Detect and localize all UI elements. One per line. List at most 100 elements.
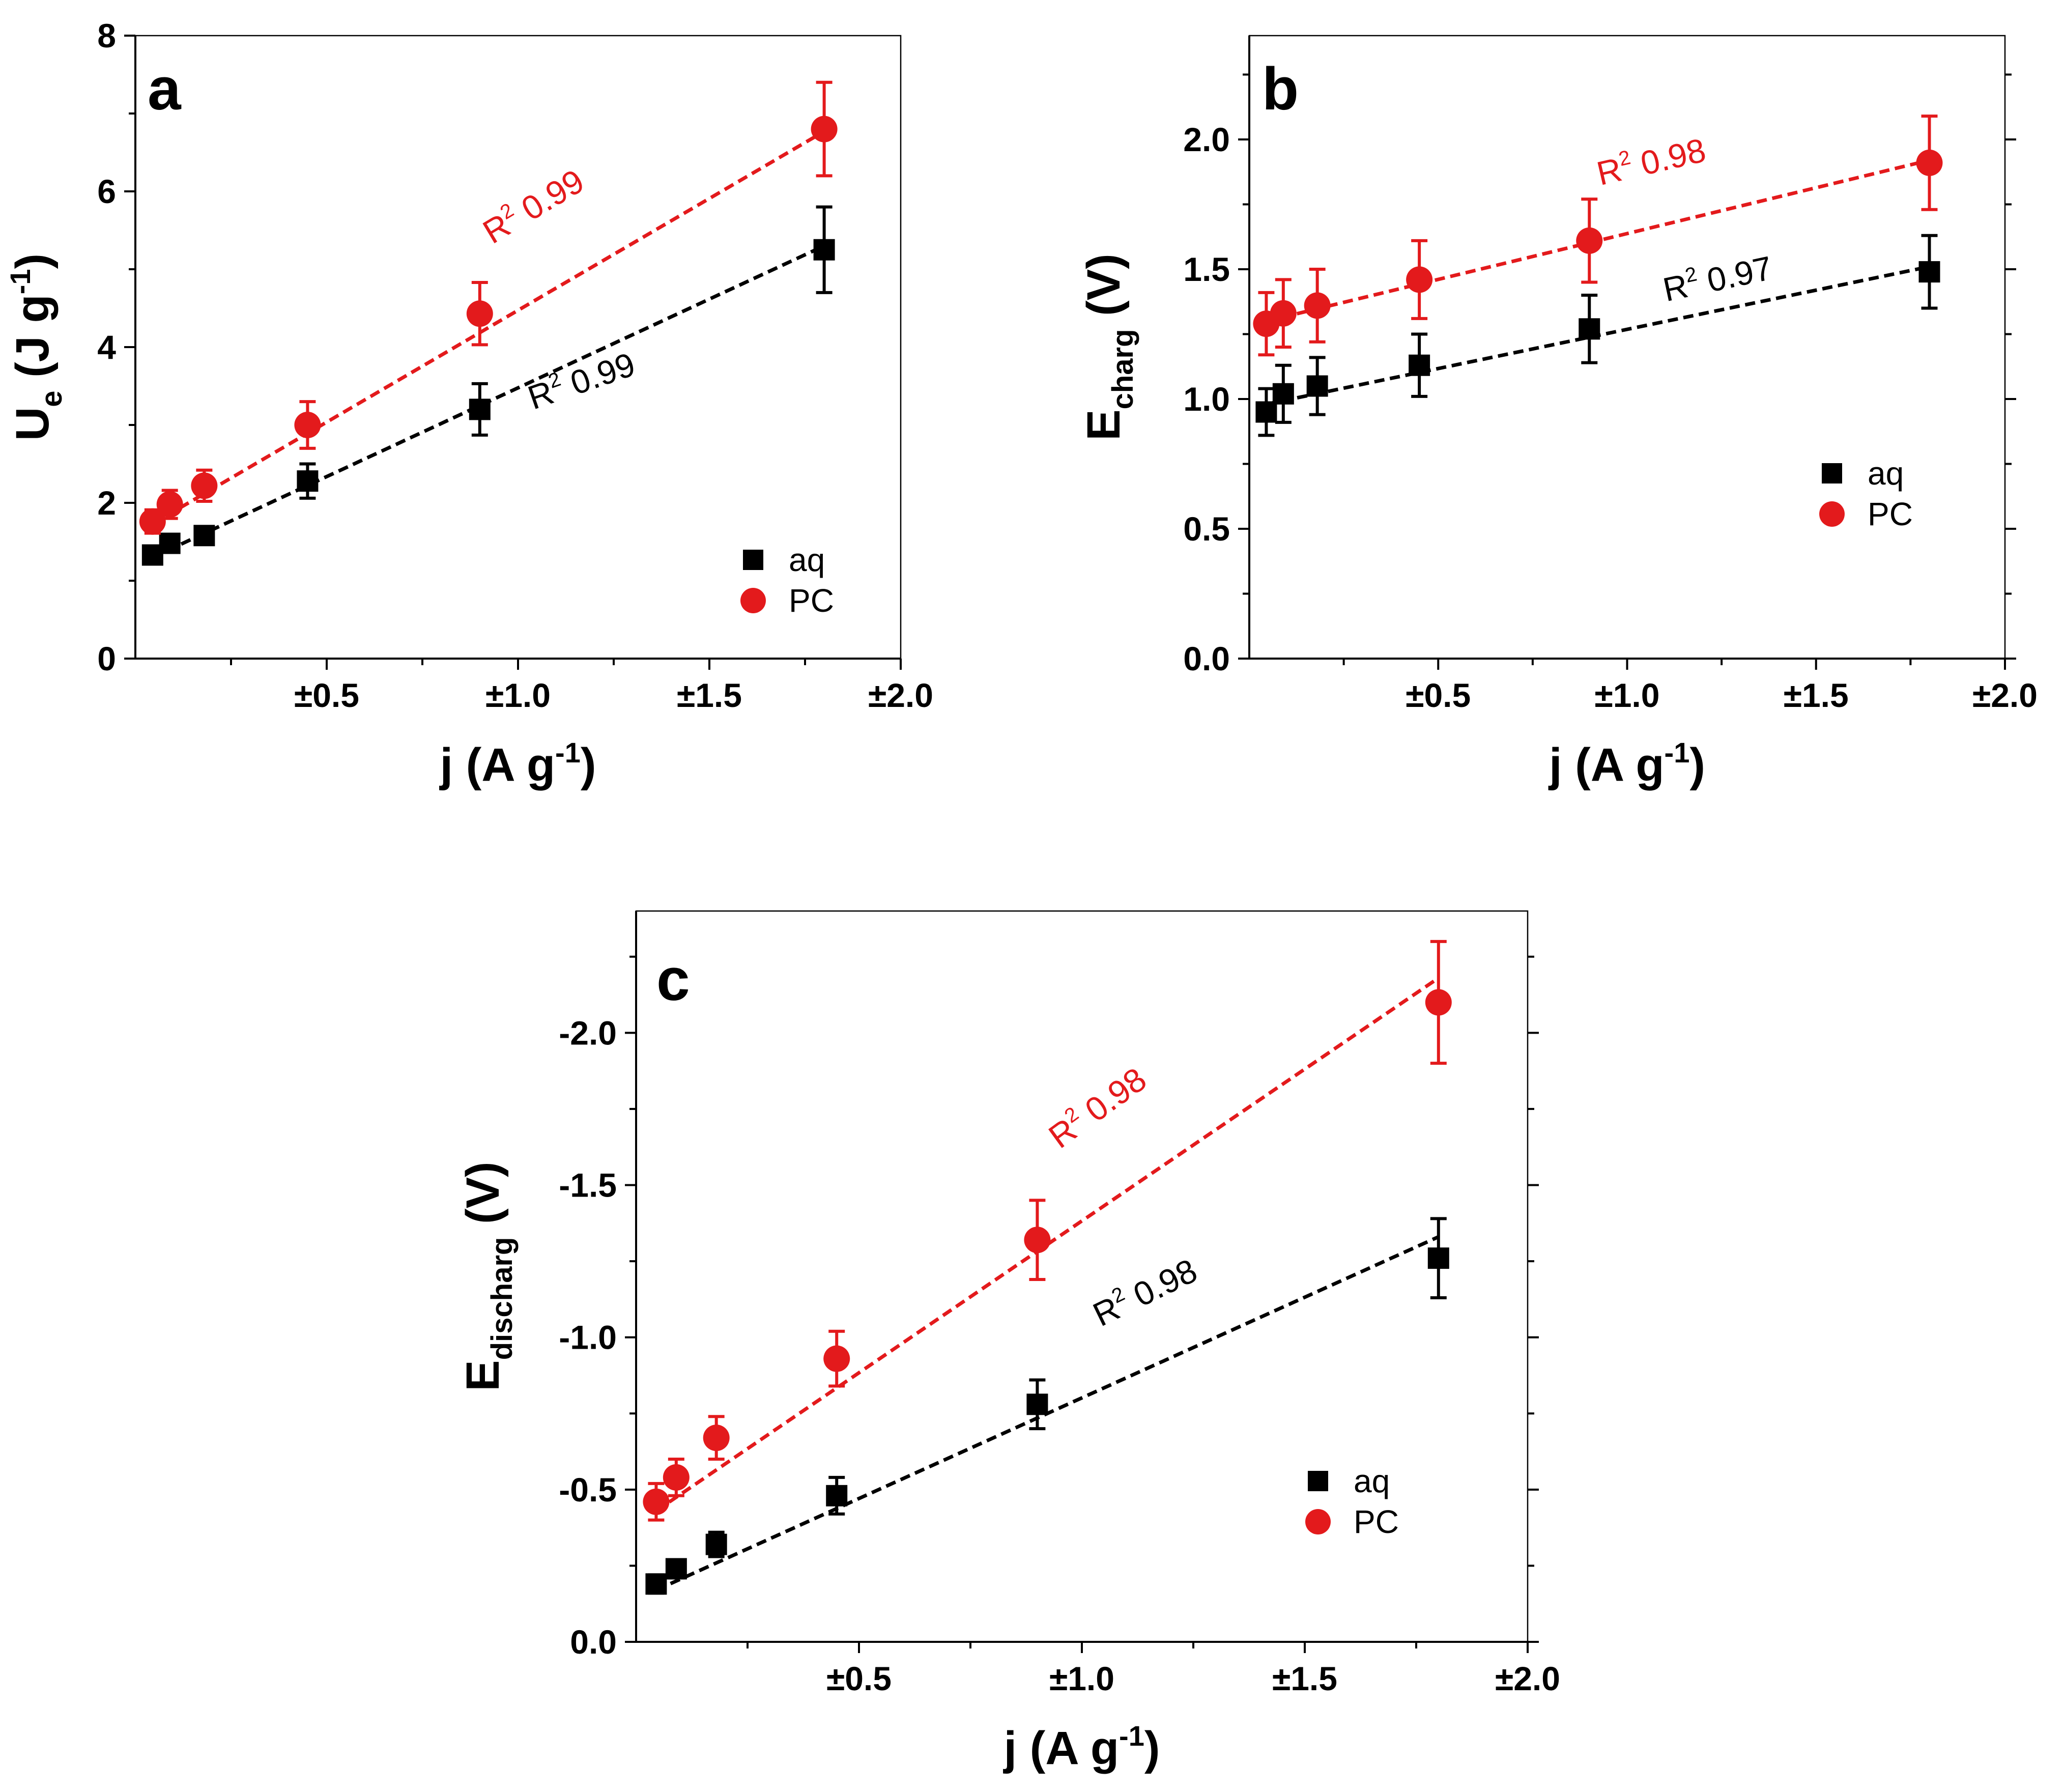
- y-tick-label: -1.5: [559, 1167, 617, 1204]
- legend-label-aq: aq: [1354, 1463, 1390, 1499]
- y-tick-label: 8: [97, 17, 116, 54]
- data-point-aq: [469, 399, 491, 420]
- x-tick-label: ±1.0: [1049, 1660, 1114, 1697]
- x-tick-label: ±1.0: [485, 676, 551, 714]
- y-tick-label: 0: [97, 640, 116, 677]
- legend-marker-aq: [1308, 1471, 1328, 1491]
- data-point-PC: [1024, 1227, 1051, 1254]
- data-point-aq: [1579, 318, 1600, 340]
- r2-annotation-aq: R2 0.99: [523, 344, 640, 416]
- data-point-PC: [1425, 989, 1452, 1016]
- legend-label-aq: aq: [789, 542, 825, 578]
- data-point-aq: [645, 1573, 667, 1595]
- y-axis-title: Echarg (V): [1078, 253, 1139, 441]
- y-tick-label: -2.0: [559, 1014, 617, 1051]
- panel-letter: c: [656, 946, 690, 1013]
- chart-panel-a: ±0.5 ±1.0 ±1.5 ±2.0 0 2 4 6 8 j (A g-1) Ue (J g-1)…: [4, 17, 933, 791]
- data-point-PC: [1406, 266, 1433, 293]
- data-point-PC: [156, 491, 183, 518]
- data-point-PC: [1304, 292, 1331, 319]
- data-point-PC: [823, 1345, 850, 1372]
- series-PC: R2 0.99: [139, 80, 838, 535]
- data-point-aq: [193, 525, 215, 547]
- x-axis-title: j (A g-1): [439, 736, 596, 791]
- plot-frame: [1248, 35, 2006, 660]
- x-axis-title: j (A g-1): [1003, 1720, 1160, 1774]
- data-point-aq: [1918, 261, 1940, 283]
- data-point-aq: [1272, 383, 1294, 405]
- data-point-aq: [1409, 354, 1430, 376]
- panel-letter: a: [148, 55, 182, 123]
- data-point-PC: [294, 412, 321, 438]
- legend: aq PC: [740, 542, 834, 619]
- data-point-aq: [705, 1533, 727, 1555]
- data-point-PC: [811, 116, 838, 143]
- data-point-aq: [1255, 401, 1277, 423]
- x-tick-label: ±1.5: [677, 676, 742, 714]
- r2-annotation-aq: R2 0.98: [1086, 1250, 1203, 1333]
- y-tick-label: 0.0: [1183, 640, 1230, 677]
- data-point-aq: [826, 1485, 848, 1506]
- x-tick-label: ±2.0: [868, 676, 933, 714]
- x-tick-label: ±0.5: [294, 676, 359, 714]
- legend-label-PC: PC: [789, 582, 834, 619]
- data-point-aq: [665, 1558, 687, 1580]
- y-tick-label: 0.0: [570, 1623, 617, 1661]
- legend-label-aq: aq: [1868, 455, 1904, 492]
- y-axis-title: Ue (J g-1): [4, 253, 68, 441]
- y-tick-label: -1.0: [559, 1319, 617, 1356]
- data-point-PC: [643, 1488, 670, 1515]
- r2-annotation-PC: R2 0.99: [476, 160, 590, 251]
- x-tick-label: ±2.0: [1495, 1660, 1560, 1697]
- fit-line-PC: [152, 130, 825, 526]
- y-tick-label: 4: [97, 328, 116, 366]
- y-tick-label: 2.0: [1183, 121, 1230, 158]
- panel-letter: b: [1262, 55, 1299, 123]
- x-axis-title: j (A g-1): [1548, 736, 1705, 791]
- y-tick-label: -0.5: [559, 1471, 617, 1509]
- data-point-PC: [663, 1464, 690, 1491]
- data-point-aq: [1026, 1393, 1048, 1415]
- y-tick-label: 0.5: [1183, 510, 1230, 548]
- x-tick-label: ±1.5: [1272, 1660, 1337, 1697]
- y-axis-title: Edischarg (V): [457, 1161, 519, 1391]
- legend: aq PC: [1305, 1463, 1399, 1540]
- data-point-PC: [139, 508, 166, 535]
- legend-label-PC: PC: [1354, 1503, 1399, 1540]
- data-point-aq: [159, 532, 181, 554]
- data-point-aq: [813, 239, 835, 261]
- y-tick-label: 2: [97, 484, 116, 522]
- legend-label-PC: PC: [1868, 496, 1913, 532]
- legend-marker-PC: [740, 588, 766, 613]
- series-aq: R2 0.98: [645, 1217, 1449, 1595]
- y-tick-label: 1.0: [1183, 380, 1230, 418]
- data-point-PC: [466, 300, 493, 327]
- x-tick-label: ±0.5: [1406, 676, 1471, 714]
- r2-annotation-PC: R2 0.98: [1041, 1059, 1153, 1155]
- data-point-PC: [1576, 227, 1603, 254]
- legend-marker-PC: [1305, 1509, 1331, 1534]
- data-point-PC: [1916, 149, 1943, 176]
- series-aq: R2 0.99: [141, 205, 835, 566]
- y-tick-label: 6: [97, 173, 116, 210]
- data-point-aq: [1306, 375, 1328, 397]
- plot-frame: [134, 35, 902, 660]
- data-point-PC: [1270, 300, 1297, 327]
- x-tick-label: ±0.5: [826, 1660, 892, 1697]
- x-tick-label: ±1.5: [1784, 676, 1849, 714]
- chart-panel-b: ±0.5 ±1.0 ±1.5 ±2.0 0.0 0.5 1.0 1.5 2.0 j (A g-1)…: [1078, 35, 2038, 791]
- x-tick-label: ±1.0: [1595, 676, 1660, 714]
- y-tick-label: 1.5: [1183, 250, 1230, 288]
- x-tick-label: ±2.0: [1972, 676, 2038, 714]
- r2-annotation-PC: R2 0.98: [1593, 129, 1709, 192]
- series-PC: R2 0.98: [643, 940, 1452, 1522]
- data-point-aq: [1427, 1247, 1449, 1269]
- legend-marker-aq: [1822, 463, 1842, 483]
- legend-marker-aq: [743, 550, 763, 570]
- chart-panel-c: ±0.5 ±1.0 ±1.5 ±2.0 0.0 -0.5 -1.0 -1.5 -2.0 j (A …: [457, 910, 1560, 1774]
- data-point-PC: [191, 472, 218, 499]
- r2-annotation-aq: R2 0.97: [1659, 247, 1775, 308]
- legend-marker-PC: [1819, 501, 1845, 527]
- data-point-aq: [297, 470, 319, 492]
